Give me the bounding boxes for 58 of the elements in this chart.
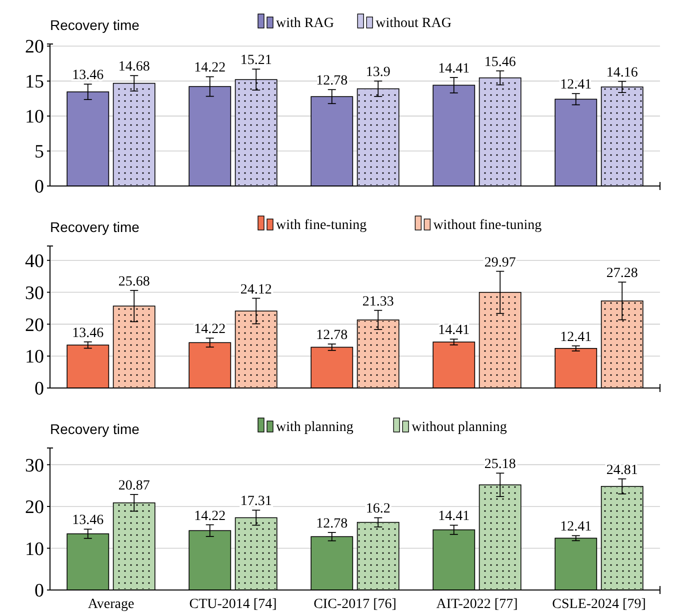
data-label: 27.28 xyxy=(606,266,638,282)
y-axis-title: Recovery time xyxy=(50,17,140,33)
data-label: 20.87 xyxy=(118,478,150,494)
data-label: 12.41 xyxy=(560,78,592,93)
legend-label: without planning xyxy=(412,420,507,435)
y-tick-label: 0 xyxy=(34,378,44,400)
data-label: 14.16 xyxy=(606,65,638,80)
data-label: 17.31 xyxy=(240,494,272,510)
legend-label: with planning xyxy=(276,420,354,435)
legend-label: without RAG xyxy=(376,16,452,31)
data-label: 13.46 xyxy=(72,68,104,84)
x-tick-label: CTU-2014 [74] xyxy=(189,597,277,612)
data-label: 13.46 xyxy=(72,326,104,341)
data-label: 15.21 xyxy=(240,53,272,68)
data-label: 12.78 xyxy=(316,328,348,344)
y-tick-label: 0 xyxy=(34,176,44,198)
data-label: 14.41 xyxy=(438,509,470,524)
y-tick-label: 20 xyxy=(25,36,44,58)
y-tick-label: 5 xyxy=(34,142,44,163)
legend-label: without fine-tuning xyxy=(433,218,542,233)
y-axis-title: Recovery time xyxy=(50,421,140,437)
data-label: 14.22 xyxy=(194,60,226,76)
data-label: 13.46 xyxy=(72,513,104,528)
data-label: 13.9 xyxy=(366,65,390,80)
data-label: 12.41 xyxy=(560,330,592,345)
data-label: 14.41 xyxy=(438,323,470,338)
data-label: 14.22 xyxy=(194,322,226,338)
y-tick-label: 20 xyxy=(25,497,44,518)
data-label: 25.18 xyxy=(484,457,516,472)
data-label: 12.78 xyxy=(316,516,348,532)
data-label: 29.97 xyxy=(484,255,516,270)
y-tick-label: 30 xyxy=(25,455,44,476)
y-tick-label: 0 xyxy=(34,580,44,602)
y-tick-label: 10 xyxy=(25,346,44,368)
x-tick-label: CIC-2017 [76] xyxy=(314,597,396,612)
data-label: 25.68 xyxy=(118,274,150,290)
y-tick-label: 10 xyxy=(25,538,44,560)
data-label: 21.33 xyxy=(362,294,394,310)
x-tick-label: CSLE-2024 [79] xyxy=(552,597,646,612)
legend-label: with RAG xyxy=(276,16,334,31)
data-label: 24.81 xyxy=(606,462,638,478)
y-tick-label: 15 xyxy=(25,72,44,93)
data-label: 14.41 xyxy=(438,62,470,77)
y-tick-label: 10 xyxy=(25,106,44,128)
y-tick-label: 40 xyxy=(25,251,44,272)
x-tick-label: Average xyxy=(88,597,134,612)
data-label: 12.78 xyxy=(316,74,348,89)
y-tick-label: 20 xyxy=(25,314,44,336)
data-label: 14.68 xyxy=(118,60,150,75)
data-label: 24.12 xyxy=(240,282,272,298)
data-label: 14.22 xyxy=(194,508,226,524)
data-label: 16.2 xyxy=(366,502,390,517)
x-tick-label: AIT-2022 [77] xyxy=(436,597,518,612)
legend-label: with fine-tuning xyxy=(276,218,367,233)
data-label: 15.46 xyxy=(484,54,516,70)
y-axis-title: Recovery time xyxy=(50,219,140,235)
y-tick-label: 30 xyxy=(25,282,44,304)
data-label: 12.41 xyxy=(560,520,592,535)
